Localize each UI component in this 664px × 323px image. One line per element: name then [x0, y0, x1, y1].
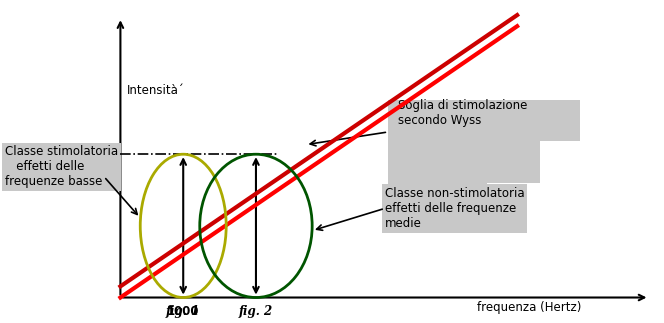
FancyBboxPatch shape: [388, 100, 580, 141]
Text: Soglia di stimolazione
secondo Wyss: Soglia di stimolazione secondo Wyss: [398, 99, 527, 127]
Text: Classe stimolatoria
   effetti delle
frequenze basse: Classe stimolatoria effetti delle freque…: [5, 145, 118, 188]
Text: fig. 2: fig. 2: [239, 306, 273, 318]
Text: 1000: 1000: [167, 305, 199, 318]
Text: Classe non-stimolatoria
effetti delle frequenze
medie: Classe non-stimolatoria effetti delle fr…: [385, 187, 525, 230]
Text: frequenza (Hertz): frequenza (Hertz): [477, 301, 582, 314]
FancyBboxPatch shape: [388, 141, 540, 183]
Text: fig. 1: fig. 1: [166, 306, 201, 318]
FancyBboxPatch shape: [388, 183, 487, 212]
Text: Intensità´: Intensità´: [127, 84, 185, 97]
